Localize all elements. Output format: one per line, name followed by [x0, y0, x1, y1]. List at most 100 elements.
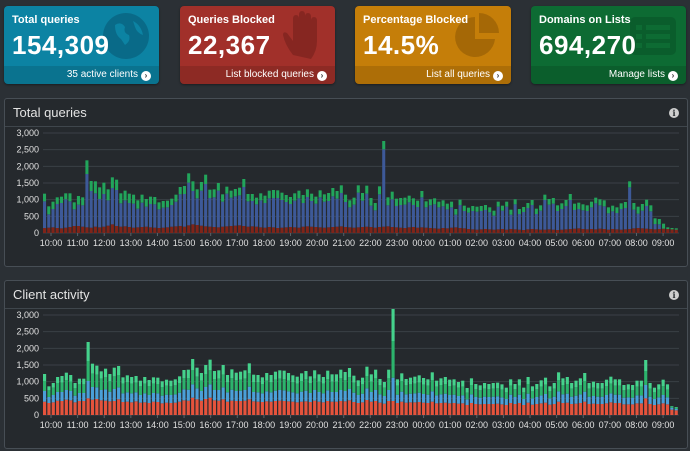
- bar-segment: [369, 401, 373, 415]
- bar-segment: [313, 378, 317, 390]
- bar-segment: [73, 395, 77, 403]
- bar-segment: [99, 400, 103, 415]
- bar-segment: [352, 204, 356, 228]
- info-icon[interactable]: i: [669, 290, 679, 300]
- bar-segment: [169, 386, 173, 395]
- bar-segment: [256, 375, 260, 383]
- bar-segment: [530, 386, 535, 392]
- bar-segment: [387, 401, 391, 415]
- bar-segment: [284, 227, 288, 233]
- bar-segment: [479, 206, 483, 211]
- bar-segment: [408, 393, 413, 403]
- card-footer-link[interactable]: List blocked queries ›: [180, 66, 335, 84]
- bar-segment: [178, 226, 182, 233]
- card-value: 14.5%: [363, 30, 440, 60]
- client-activity-panel: Client activity i 0 500 1,000 1,500 2,000 2,5…: [4, 280, 688, 449]
- bar-segment: [242, 226, 246, 233]
- bar-segment: [310, 193, 314, 201]
- bar-segment: [204, 399, 208, 415]
- bar-segment: [170, 198, 174, 205]
- bar-segment: [657, 397, 661, 405]
- bar-segment: [89, 191, 93, 228]
- bar-segment: [433, 198, 437, 205]
- bar-segment: [334, 401, 338, 415]
- card-value: 154,309: [12, 30, 110, 60]
- bar-segment: [535, 404, 539, 415]
- bar-segment: [208, 370, 212, 385]
- bar-segment: [271, 198, 276, 228]
- bar-segment: [110, 188, 114, 225]
- bar-segment: [356, 395, 360, 403]
- y-tick-label: 1,000: [16, 195, 39, 205]
- bar-segment: [269, 392, 273, 402]
- bar-segment: [471, 211, 475, 230]
- bar-segment: [310, 226, 314, 233]
- bar-segment: [108, 401, 112, 415]
- x-tick-label: 04:00: [519, 238, 542, 248]
- arrow-circle-right-icon: ›: [493, 71, 503, 81]
- bar-segment: [496, 229, 500, 233]
- bar-segment: [282, 401, 286, 415]
- bar-segment: [505, 229, 509, 233]
- x-tick-label: 11:00: [67, 238, 89, 248]
- bar-segment: [327, 193, 331, 201]
- bar-segment: [570, 404, 574, 415]
- bar-segment: [369, 374, 373, 382]
- x-tick-label: 09:00: [652, 420, 675, 430]
- bar-segment: [199, 182, 203, 191]
- bar-segment: [86, 381, 90, 399]
- bar-segment: [462, 211, 466, 229]
- bar-segment: [556, 211, 560, 230]
- bar-segment: [382, 149, 386, 227]
- bar-segment: [121, 383, 125, 394]
- card-footer-link[interactable]: List all queries ›: [355, 66, 511, 84]
- bar-segment: [199, 373, 203, 381]
- bar-segment: [500, 210, 504, 229]
- bar-segment: [89, 227, 93, 233]
- x-tick-label: 10:00: [40, 238, 63, 248]
- bar-segment: [267, 198, 271, 227]
- bar-segment: [454, 209, 458, 215]
- bar-segment: [160, 403, 164, 415]
- bar-segment: [417, 382, 421, 393]
- bar-segment: [600, 404, 604, 415]
- info-icon[interactable]: i: [669, 108, 679, 118]
- bar-segment: [182, 226, 186, 233]
- bar-segment: [60, 382, 64, 392]
- bar-segment: [170, 205, 174, 227]
- bar-segment: [321, 402, 325, 415]
- bar-segment: [496, 396, 500, 404]
- bar-segment: [278, 400, 282, 415]
- bar-segment: [199, 380, 203, 391]
- bar-segment: [352, 382, 356, 393]
- bar-segment: [233, 189, 237, 197]
- card-footer-link[interactable]: Manage lists ›: [531, 66, 686, 84]
- bar-segment: [153, 197, 157, 205]
- bar-segment: [151, 377, 156, 384]
- bar-segment: [252, 382, 256, 392]
- bar-segment: [82, 378, 86, 385]
- card-footer-link[interactable]: 35 active clients ›: [4, 66, 159, 84]
- bar-segment: [374, 401, 378, 415]
- bar-segment: [125, 382, 129, 393]
- bar-segment: [250, 201, 254, 227]
- bar-segment: [530, 404, 535, 415]
- bar-segment: [561, 378, 565, 385]
- bar-segment: [243, 390, 247, 401]
- bar-segment: [280, 192, 284, 200]
- x-tick-label: 07:00: [599, 420, 622, 430]
- bar-segment: [461, 395, 465, 404]
- bar-segment: [125, 392, 129, 402]
- bar-segment: [570, 383, 574, 389]
- bar-segment: [513, 389, 517, 397]
- bar-segment: [308, 402, 312, 415]
- bar-segment: [304, 401, 308, 415]
- bar-segment: [430, 391, 434, 402]
- bar-segment: [117, 399, 121, 415]
- bar-segment: [208, 198, 212, 227]
- bar-segment: [522, 405, 526, 415]
- bar-segment: [578, 403, 582, 415]
- bar-segment: [551, 203, 555, 230]
- total-queries-card: Total queries 154,309 35 active clients ›: [4, 6, 159, 84]
- bar-segment: [374, 378, 378, 390]
